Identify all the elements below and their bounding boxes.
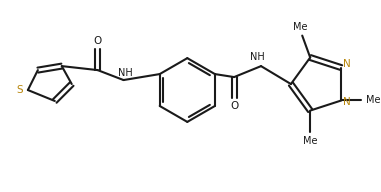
Text: NH: NH	[118, 68, 133, 78]
Text: N: N	[344, 97, 351, 108]
Text: S: S	[17, 85, 23, 95]
Text: O: O	[230, 101, 238, 111]
Text: N: N	[344, 59, 351, 69]
Text: Me: Me	[293, 22, 307, 32]
Text: O: O	[93, 36, 102, 46]
Text: Me: Me	[303, 137, 317, 146]
Text: Me: Me	[366, 95, 381, 105]
Text: NH: NH	[250, 52, 264, 62]
